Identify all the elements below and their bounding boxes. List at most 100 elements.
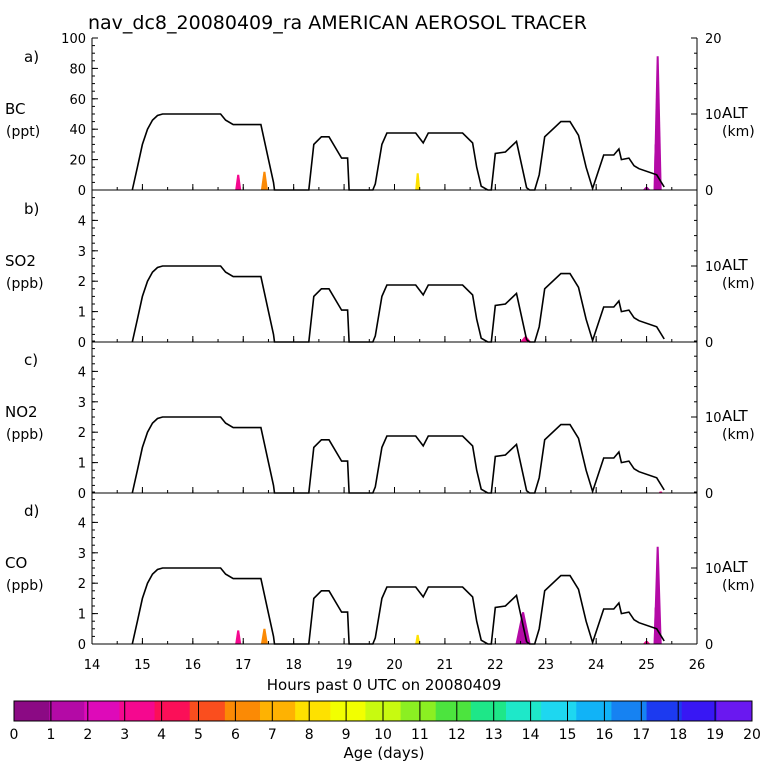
species-label: SO2	[5, 252, 36, 270]
y-tick-label: 0	[78, 184, 86, 199]
colorbar-tick-label: 14	[522, 727, 540, 743]
altitude-line	[131, 113, 665, 192]
panels: 02040608010001020a)BC(ppt)ALT(km)0123401…	[5, 32, 755, 653]
y-tick-label: 2	[78, 426, 86, 441]
tracer-area	[235, 630, 242, 644]
colorbar-segment	[84, 701, 120, 721]
colorbar-segment	[49, 701, 85, 721]
species-label: BC	[5, 100, 26, 118]
y-tick-label: 40	[69, 123, 86, 138]
colorbar-segment	[119, 701, 156, 721]
alt-units-label: (km)	[722, 124, 755, 140]
tracer-area	[260, 628, 268, 644]
altitude-line	[131, 416, 665, 495]
colorbar-tick-label: 8	[305, 727, 314, 743]
colorbar-tick-label: 3	[120, 727, 129, 743]
colorbar-tick-label: 5	[194, 727, 203, 743]
colorbar-segment	[576, 701, 612, 721]
panel-label: b)	[24, 200, 39, 218]
alt-label: ALT	[722, 104, 749, 122]
alt-label: ALT	[722, 407, 749, 425]
panel-co: 0 1 2 3 4 0 10 d) CO (ppb) ALT (km)	[5, 491, 755, 653]
panel-bc: 0 20 40 60 80 100 0 10 20 a) BC (ppt) ALT (km)	[5, 32, 755, 199]
alt-units-label: (km)	[722, 578, 755, 594]
tracer-area	[653, 607, 658, 644]
colorbar-tick-label: 18	[669, 727, 687, 743]
x-tick-label: 23	[537, 658, 554, 673]
tracer-area	[260, 171, 268, 190]
units-label: (ppb)	[6, 578, 44, 594]
colorbar-segment	[400, 701, 437, 721]
x-tick-label: 17	[235, 658, 252, 673]
units-label: (ppt)	[6, 124, 40, 140]
x-tick-label: 16	[185, 658, 202, 673]
y-tick-label: 2	[78, 577, 86, 592]
alt-tick-label: 10	[705, 562, 722, 577]
altitude-line	[131, 265, 665, 344]
species-label: CO	[5, 554, 27, 572]
x-tick-label: 15	[134, 658, 151, 673]
y-tick-label: 1	[78, 608, 86, 623]
y-tick-label: 0	[78, 336, 86, 351]
units-label: (ppb)	[6, 276, 44, 292]
y-tick-label: 80	[69, 62, 86, 77]
colorbar-tick-label: 20	[743, 727, 761, 743]
y-tick-label: 1	[78, 306, 86, 321]
chart-title: nav_dc8_20080409_ra AMERICAN AEROSOL TRA…	[88, 12, 587, 34]
colorbar-segment	[154, 701, 191, 721]
alt-units-label: (km)	[722, 276, 755, 292]
colorbar-tick-label: 15	[559, 727, 577, 743]
y-tick-label: 3	[78, 396, 86, 411]
alt-tick-label: 10	[705, 260, 722, 275]
x-tick-label: 24	[588, 658, 605, 673]
colorbar-tick-label: 7	[268, 727, 277, 743]
colorbar-tick-label: 11	[411, 727, 429, 743]
panel-label: d)	[24, 502, 39, 520]
colorbar-segment	[435, 701, 472, 721]
colorbar-segment	[260, 701, 296, 721]
panel-label: a)	[24, 48, 39, 66]
alt-tick-label: 20	[705, 32, 722, 47]
colorbar-tick-label: 1	[46, 727, 55, 743]
colorbar-segment	[470, 701, 507, 721]
alt-tick-label: 0	[705, 638, 713, 653]
y-tick-label: 0	[78, 487, 86, 502]
tracer-area	[415, 173, 421, 190]
y-tick-label: 100	[61, 32, 86, 47]
y-tick-label: 4	[78, 214, 86, 229]
colorbar-tick-label: 9	[342, 727, 351, 743]
alt-units-label: (km)	[722, 427, 755, 443]
x-axis-label: Hours past 0 UTC on 20080409	[267, 676, 502, 694]
colorbar-tick-label: 2	[83, 727, 92, 743]
y-tick-label: 2	[78, 275, 86, 290]
alt-tick-label: 10	[705, 411, 722, 426]
altitude-line	[131, 567, 665, 646]
y-tick-label: 1	[78, 457, 86, 472]
y-tick-label: 20	[69, 154, 86, 169]
tracer-area	[235, 174, 242, 190]
units-label: (ppb)	[6, 427, 44, 443]
x-tick-label: 21	[437, 658, 454, 673]
colorbar-segment	[14, 701, 50, 721]
colorbar: 0 1 2 3 4 5 6 7 8 9 10 11 12 13 14 15 16 17 18 19 20	[10, 700, 761, 743]
alt-label: ALT	[722, 256, 749, 274]
panel-no2: 0 1 2 3 4 0 10 c) NO2 (ppb) ALT (km)	[5, 340, 755, 502]
colorbar-label: Age (days)	[344, 744, 425, 762]
colorbar-tick-label: 17	[632, 727, 650, 743]
x-tick-label: 18	[285, 658, 302, 673]
x-tick-label: 25	[638, 658, 655, 673]
y-tick-label: 4	[78, 516, 86, 531]
colorbar-segment	[541, 701, 577, 721]
y-tick-label: 60	[69, 93, 86, 108]
colorbar-tick-label: 4	[157, 727, 166, 743]
x-tick-label: 20	[386, 658, 403, 673]
tracer-area	[653, 144, 658, 190]
x-axis: 14 15 16 17 18 19 20 21 22 23 24 25 26	[84, 658, 706, 673]
colorbar-segment	[646, 701, 683, 721]
x-tick-label: 14	[84, 658, 101, 673]
colorbar-tick-label: 10	[374, 727, 392, 743]
alt-label: ALT	[722, 558, 749, 576]
alt-tick-label: 10	[705, 108, 722, 123]
colorbar-tick-label: 12	[448, 727, 466, 743]
